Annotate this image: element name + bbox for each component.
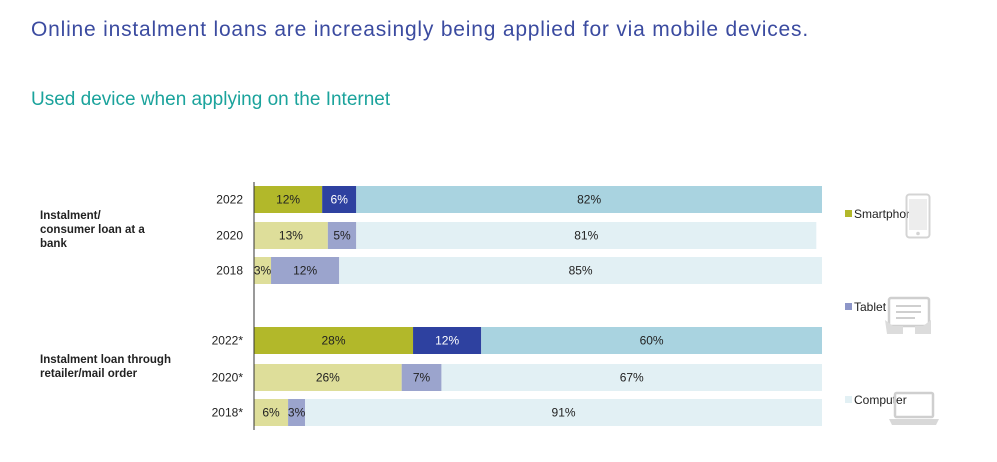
bar-bank-2018-tablet [271, 257, 340, 284]
data-label-retailer-2020-tablet: 7% [413, 371, 431, 385]
legend-label-tablet: Tablet [854, 300, 887, 314]
year-label-bank-2022: 2022 [216, 193, 243, 207]
legend-label-computer: Computer [854, 393, 907, 407]
data-label-retailer-2022-tablet: 12% [435, 334, 459, 348]
year-label-retailer-2018: 2018* [212, 406, 244, 420]
bar-bank-2022-computer [356, 186, 822, 213]
data-label-bank-2020-computer: 81% [574, 229, 598, 243]
year-label-retailer-2020: 2020* [212, 371, 244, 385]
bar-bank-2018-smartphone [254, 257, 272, 284]
bar-retailer-2020-computer [441, 364, 822, 391]
legend-swatch-tablet [845, 303, 852, 310]
legend-item-smartphone: Smartphone [845, 207, 919, 221]
bar-retailer-2020-tablet [401, 364, 442, 391]
smartphone-icon [905, 193, 931, 239]
data-label-retailer-2022-computer: 60% [640, 334, 664, 348]
chart-subtitle: Used device when applying on the Interne… [31, 89, 391, 110]
data-label-retailer-2018-computer: 91% [552, 406, 576, 420]
bar-retailer-2018-smartphone [254, 399, 289, 426]
data-label-retailer-2022-smartphone: 28% [322, 334, 346, 348]
year-label-bank-2020: 2020 [216, 229, 243, 243]
bar-bank-2018-computer [339, 257, 822, 284]
bar-retailer-2020-smartphone [254, 364, 402, 391]
legend-swatch-smartphone [845, 210, 852, 217]
data-label-bank-2018-tablet: 12% [293, 264, 317, 278]
data-label-bank-2018-computer: 85% [569, 264, 593, 278]
bar-retailer-2022-smartphone [254, 327, 414, 354]
bar-retailer-2022-computer [481, 327, 822, 354]
bar-bank-2020-smartphone [254, 222, 328, 249]
year-label-retailer-2022: 2022* [212, 334, 244, 348]
data-label-bank-2018-smartphone: 3% [254, 264, 272, 278]
data-label-retailer-2020-computer: 67% [620, 371, 644, 385]
data-label-bank-2022-computer: 82% [577, 193, 601, 207]
legend-label-smartphone: Smartphone [854, 207, 920, 221]
legend-item-computer: Computer [845, 393, 907, 407]
bar-bank-2022-smartphone [254, 186, 323, 213]
data-label-bank-2022-tablet: 6% [331, 193, 349, 207]
year-label-bank-2018: 2018 [216, 264, 243, 278]
legend-swatch-computer [845, 396, 852, 403]
bar-bank-2022-tablet [322, 186, 357, 213]
data-label-bank-2020-smartphone: 13% [279, 229, 303, 243]
bar-retailer-2022-tablet [413, 327, 482, 354]
group-label-bank: Instalment/ consumer loan at a bank [40, 210, 145, 250]
tablet-icon [885, 296, 931, 334]
data-label-retailer-2018-smartphone: 6% [262, 406, 280, 420]
legend-item-tablet: Tablet [845, 300, 886, 314]
chart-headline: Online instalment loans are increasingly… [31, 18, 809, 41]
data-label-bank-2022-smartphone: 12% [276, 193, 300, 207]
data-label-retailer-2020-smartphone: 26% [316, 371, 340, 385]
bar-bank-2020-computer [356, 222, 817, 249]
data-label-retailer-2018-tablet: 3% [288, 406, 306, 420]
bar-retailer-2018-computer [305, 399, 822, 426]
data-label-bank-2020-tablet: 5% [333, 229, 351, 243]
bar-bank-2020-tablet [327, 222, 357, 249]
laptop-icon [889, 391, 939, 425]
group-label-retailer: Instalment loan through retailer/mail or… [40, 354, 171, 380]
bar-retailer-2018-tablet [288, 399, 306, 426]
